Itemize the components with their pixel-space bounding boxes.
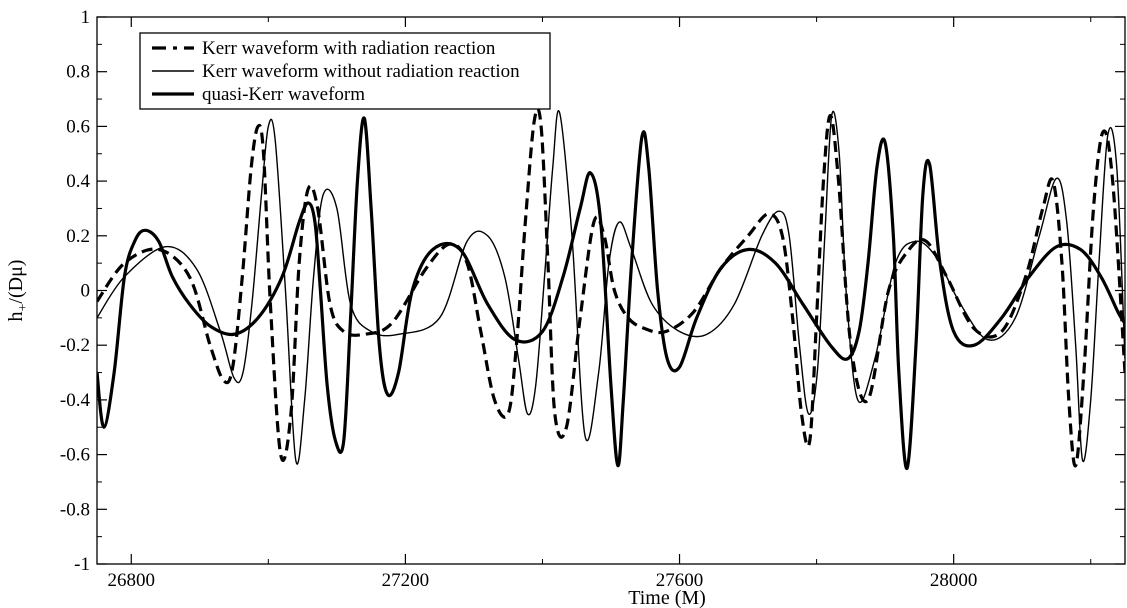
y-tick-label: 0.6 bbox=[66, 116, 90, 137]
x-axis-label: Time (M) bbox=[628, 587, 706, 608]
y-tick-label: -1 bbox=[74, 554, 90, 575]
y-axis-label: h+/(Dμ) bbox=[5, 260, 31, 322]
legend-label-1: Kerr waveform with radiation reaction bbox=[202, 38, 496, 59]
legend-box bbox=[139, 32, 551, 110]
y-tick-label: 0.4 bbox=[66, 171, 90, 192]
y-tick-label: 1 bbox=[81, 7, 91, 28]
y-tick-label: -0.6 bbox=[60, 445, 90, 466]
x-tick-label: 27200 bbox=[382, 570, 430, 591]
series-group bbox=[97, 107, 1125, 470]
legend: Kerr waveform with radiation reactionKer… bbox=[139, 32, 551, 110]
y-axis-label-main: h bbox=[5, 311, 27, 321]
x-tick-label: 28000 bbox=[930, 570, 978, 591]
y-tick-label: -0.8 bbox=[60, 499, 90, 520]
y-tick-label: 0 bbox=[81, 281, 91, 302]
series-line-3 bbox=[97, 116, 1125, 470]
legend-label-3: quasi-Kerr waveform bbox=[202, 84, 365, 105]
y-axis-label-rest: /(Dμ) bbox=[5, 260, 27, 304]
series-line-2 bbox=[97, 110, 1125, 465]
y-axis-label-subscript: + bbox=[16, 303, 31, 311]
series-line-1 bbox=[97, 107, 1125, 468]
x-tick-label: 26800 bbox=[108, 570, 156, 591]
y-tick-label: -0.2 bbox=[60, 335, 90, 356]
y-tick-label: 0.8 bbox=[66, 62, 90, 83]
legend-label-2: Kerr waveform without radiation reaction bbox=[202, 61, 520, 82]
x-tick-label: 27600 bbox=[656, 570, 704, 591]
y-tick-label: 0.2 bbox=[66, 226, 90, 247]
y-tick-label: -0.4 bbox=[60, 390, 91, 411]
